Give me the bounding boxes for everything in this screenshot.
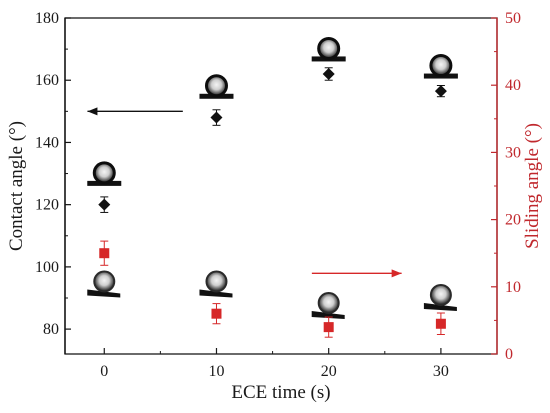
- contact-angle-point: [322, 68, 335, 80]
- x-axis-ticks: 0 10 20 30: [100, 348, 449, 380]
- right-axis-tick-label: 10: [505, 279, 521, 296]
- droplet-image: [204, 74, 228, 98]
- arrows: [87, 107, 402, 278]
- axis-indicator-arrowhead: [391, 269, 402, 278]
- right-axis-tick-label: 50: [505, 10, 521, 27]
- tilted-substrate: [423, 302, 457, 311]
- droplet-image: [205, 270, 228, 293]
- x-axis-tick-label: 20: [321, 363, 337, 380]
- droplet-image: [317, 36, 341, 60]
- droplet-image: [317, 292, 340, 315]
- right-axis-tick-label: 30: [505, 144, 521, 161]
- x-axis-tick-label: 0: [100, 363, 108, 380]
- sliding-angle-point: [211, 308, 222, 319]
- right-axis-tick-label: 20: [505, 212, 521, 229]
- contact-angle-point: [434, 85, 447, 98]
- sliding-angle-point: [435, 318, 446, 329]
- droplet-image: [429, 54, 453, 78]
- x-axis-title: ECE time (s): [231, 382, 330, 403]
- left-axis-ticks: 80 100 120 140 160 180: [35, 10, 71, 354]
- series-markers: [98, 67, 447, 338]
- tilted-substrate: [199, 289, 233, 298]
- right-axis-tick-label: 40: [505, 77, 521, 94]
- droplet-image: [93, 270, 116, 293]
- left-axis-tick-label: 120: [35, 197, 59, 214]
- contact-angle-point: [98, 198, 111, 211]
- sliding-angle-point: [323, 322, 334, 333]
- left-axis-tick-label: 180: [35, 10, 59, 27]
- right-axis-tick-label: 0: [505, 346, 513, 363]
- droplet-icons: [87, 36, 458, 320]
- y-axis-title-left: Contact angle (°): [6, 121, 27, 251]
- tilted-substrate: [311, 311, 345, 320]
- contact-angle-point: [210, 111, 223, 124]
- sliding-angle-point: [99, 248, 110, 259]
- droplet-image: [429, 283, 452, 306]
- left-axis-tick-label: 80: [43, 321, 59, 338]
- x-axis-tick-label: 10: [208, 363, 224, 380]
- right-axis-ticks: 0 10 20 30 40 50: [491, 10, 521, 363]
- tilted-substrate: [87, 289, 121, 298]
- left-axis-tick-label: 100: [35, 259, 59, 276]
- left-axis-tick-label: 160: [35, 72, 59, 89]
- left-axis-tick-label: 140: [35, 134, 59, 151]
- droplet-image: [92, 161, 116, 185]
- y-axis-title-right: Sliding angle (°): [522, 123, 543, 249]
- x-axis-tick-label: 30: [433, 363, 449, 380]
- axis-indicator-arrowhead: [87, 107, 98, 116]
